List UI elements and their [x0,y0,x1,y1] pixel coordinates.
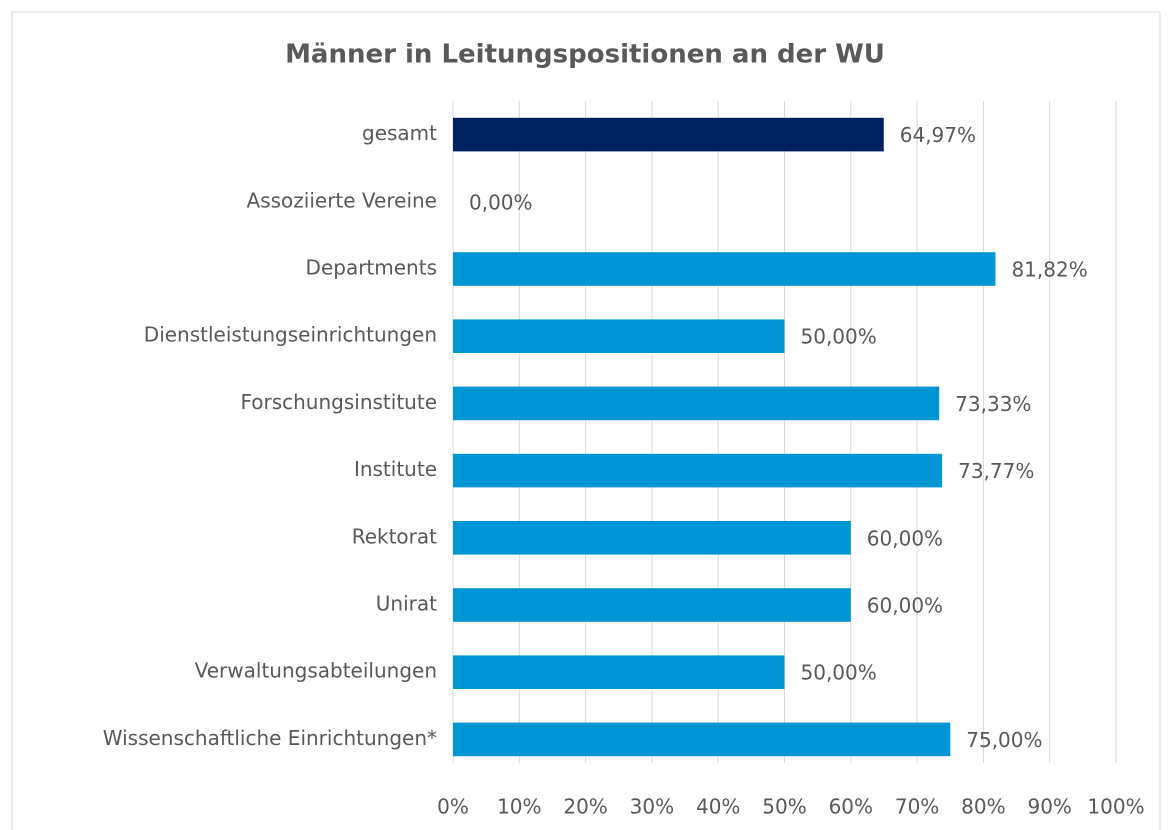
x-tick-label: 90% [1027,795,1071,819]
data-label: 60,00% [867,594,943,618]
bar [453,319,785,353]
y-tick-label: gesamt [362,121,437,145]
y-tick-label: Wissenschaftliche Einrichtungen* [103,726,437,750]
y-tick-label: Forschungsinstitute [240,390,437,414]
data-label: 64,97% [900,123,976,147]
data-label: 0,00% [469,190,533,214]
bar [453,117,884,152]
bar [453,521,851,555]
chart-title: Männer in Leitungspositionen an der WU [285,40,885,70]
x-tick-label: 60% [829,795,873,819]
data-label: 81,82% [1011,258,1087,282]
x-tick-label: 0% [437,795,469,819]
y-tick-label: Verwaltungsabteilungen [195,659,437,683]
x-tick-label: 10% [497,795,541,819]
y-tick-label: Dienstleistungseinrichtungen [144,323,437,347]
x-tick-label: 50% [762,795,806,819]
bar [453,588,851,622]
bar [453,252,996,286]
y-tick-label: Rektorat [352,524,437,548]
data-label: 75,00% [966,728,1042,752]
bar [453,655,785,689]
x-tick-label: 80% [961,795,1005,819]
bar [453,722,951,757]
bar [453,453,943,488]
data-label: 50,00% [801,325,877,349]
data-label: 73,77% [958,459,1034,483]
data-label: 60,00% [867,526,943,550]
y-tick-label: Unirat [376,592,437,616]
bar [453,386,940,421]
x-tick-label: 100% [1087,795,1144,819]
y-tick-label: Departments [306,256,437,280]
data-label: 50,00% [801,661,877,685]
x-tick-label: 40% [696,795,740,819]
x-tick-label: 30% [630,795,674,819]
x-tick-label: 20% [563,795,607,819]
y-tick-label: Assoziierte Vereine [247,188,437,212]
y-tick-label: Institute [354,457,437,481]
x-tick-label: 70% [895,795,939,819]
data-label: 73,33% [955,392,1031,416]
